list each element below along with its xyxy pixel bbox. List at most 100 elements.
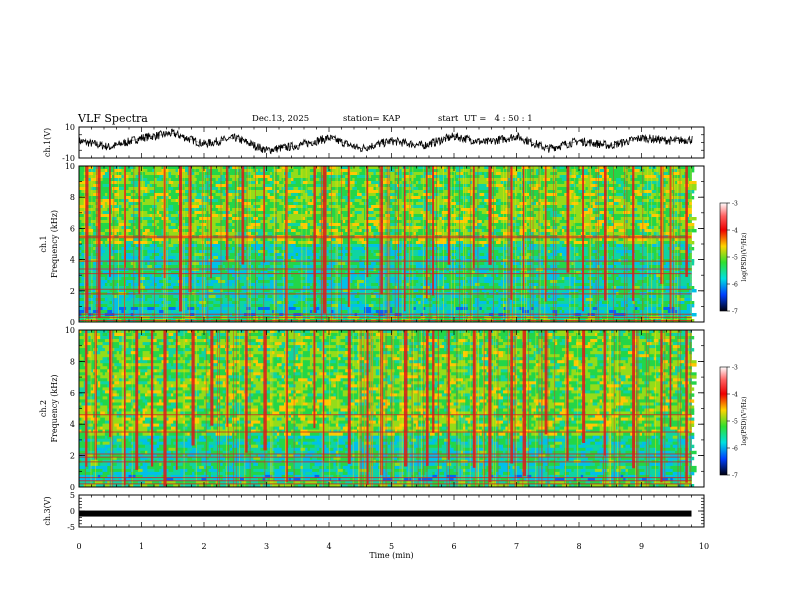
ch1-spec-sferic-19 — [425, 166, 428, 299]
ch2-spec-ytick-3: 6 — [70, 389, 75, 398]
ch2-spec-sferic-31 — [632, 330, 635, 469]
ch1-spec-ytick-4: 8 — [70, 193, 75, 202]
ch3-wave-ytick-1: 0 — [70, 507, 75, 516]
ch1-spec-sferic-13 — [313, 166, 316, 313]
ch3-wave-ytick-0: 5 — [70, 491, 75, 500]
ch2-spec-sferic-8 — [191, 330, 195, 446]
ch1-spec-ylabel-ch: ch.1 — [39, 235, 48, 252]
ch1-spec-sferic-12 — [285, 166, 288, 321]
x-tick-0: 0 — [76, 542, 81, 551]
ch1-spec-sferic-29 — [604, 166, 607, 301]
ch1-spec-colorbar — [719, 202, 728, 312]
ch2-spec-cb-tick-4: -7 — [732, 473, 738, 480]
x-tick-1: 1 — [139, 542, 144, 551]
ch1-spec-ytick-2: 4 — [70, 256, 75, 265]
ch1-spec-cb-tick-2: -5 — [732, 255, 738, 262]
ch2-spec-sferic-26 — [522, 330, 526, 477]
ch2-spec-sferic-25 — [510, 330, 514, 464]
ch2-spec-sferic-24 — [488, 330, 492, 483]
ch2-spec-sferic-14 — [313, 330, 316, 429]
ch2-spec-cb-tick-2: -5 — [732, 419, 738, 426]
x-tick-4: 4 — [326, 542, 331, 551]
ch1-spec-sferic-33 — [685, 166, 688, 277]
ch2-spec-ytick-1: 2 — [70, 452, 75, 461]
ch1-spec-sferic-8 — [210, 166, 212, 279]
ch2-spec-sferic-6 — [163, 330, 167, 487]
ch1-spec-ytick-1: 2 — [70, 287, 75, 296]
ch1-spec-sferic-1 — [97, 166, 101, 319]
ch1-spec-sferic-5 — [163, 166, 166, 279]
ch2-spec-sferic-11 — [244, 330, 248, 453]
ch2-spec-sferic-21 — [432, 330, 435, 433]
ch2-spec-sferic-9 — [210, 330, 214, 426]
ch2-spec-sferic-13 — [285, 330, 288, 482]
ch1-spec-sferic-6 — [179, 166, 183, 312]
ch1-spec-sferic-18 — [404, 166, 406, 312]
ch2-spec-sferic-22 — [447, 330, 450, 460]
ch2-spec-sferic-23 — [472, 330, 477, 468]
ch2-spec-ylabel-ch: ch.2 — [39, 400, 48, 417]
ch2-spec-sferic-0 — [85, 330, 88, 467]
ch1-spec-sferic-22 — [472, 166, 475, 269]
ch1-wave-ytick-1: -10 — [62, 154, 75, 163]
ch1-wave-ylabel: ch.1(V) — [43, 128, 52, 157]
x-tick-6: 6 — [451, 542, 456, 551]
ch1-spec-sferic-21 — [447, 166, 451, 265]
ch2-spec-ytick-4: 8 — [70, 357, 75, 366]
ch2-spec-sferic-34 — [685, 330, 688, 483]
x-axis-label: Time (min) — [369, 551, 413, 560]
ch1-wave-trace — [78, 128, 693, 155]
ch2-spec-cb-tick-0: -3 — [732, 365, 738, 372]
ch1-spec-sferic-16 — [366, 166, 369, 278]
ch2-spec-sferic-30 — [604, 330, 606, 456]
title-vlf: VLF Spectra — [78, 112, 148, 125]
ch1-spec-sferic-9 — [225, 166, 228, 261]
ch2-spec-sferic-32 — [660, 330, 663, 483]
x-tick-9: 9 — [639, 542, 644, 551]
ch1-waveform-panel: 10 -10 ch.1(V) — [43, 123, 705, 163]
ch2-spec-sferic-19 — [404, 330, 408, 467]
ch2-spec-ytick-2: 4 — [70, 420, 75, 429]
ch1-spec-sferic-3 — [124, 166, 126, 268]
ch1-wave-ytick-0: 10 — [65, 123, 75, 132]
ch1-spec-cb-tick-1: -4 — [732, 228, 738, 235]
ch1-spec-sferic-11 — [263, 166, 265, 263]
ch3-wave-ylabel: ch.3(V) — [43, 496, 52, 525]
ch2-spec-colorbar — [719, 366, 728, 476]
x-tick-3: 3 — [264, 542, 269, 551]
x-tick-2: 2 — [201, 542, 206, 551]
ch1-spec-sferic-24 — [510, 166, 513, 300]
ch1-spec-sferic-30 — [632, 166, 634, 301]
ch2-spec-ylabel-freq: Frequency (kHz) — [50, 374, 59, 442]
ch1-spec-sferic-25 — [522, 166, 525, 290]
ch1-spec-sferic-10 — [241, 166, 245, 265]
ch1-spec-ytick-5: 10 — [65, 162, 75, 171]
ch2-spec-sferic-28 — [566, 330, 569, 462]
ch1-spec-cb-tick-3: -6 — [732, 282, 738, 289]
ch3-series-line — [79, 510, 692, 517]
ch2-spec-cb-label: log(PSD)(V²/Hz) — [741, 397, 748, 446]
ch1-spec-sferic-23 — [488, 166, 492, 265]
ch2-spec-ytick-0: 0 — [70, 483, 75, 492]
ch2-spec-sferic-29 — [582, 330, 586, 444]
ch2-spec-sferic-7 — [175, 330, 178, 470]
x-tick-5: 5 — [389, 542, 394, 551]
ch1-spec-sferic-26 — [544, 166, 547, 302]
ch1-spec-ytick-0: 0 — [70, 318, 75, 327]
ch2-spectrogram-panel: 0 2 4 6 8 10 ch.2 Frequency (kHz) -3 -4 -5 -6 -7 log(… — [39, 326, 748, 492]
ch1-spec-cb-tick-0: -3 — [732, 201, 738, 208]
ch2-spec-sferic-27 — [544, 330, 548, 435]
ch3-waveform-panel: 5 0 -5 ch.3(V) 0 1 2 3 4 5 6 7 8 9 10 Time (min) — [43, 491, 709, 560]
ch1-spec-sferic-17 — [380, 166, 383, 295]
ch1-spectrogram-panel: 0 2 4 6 8 10 ch.1 Frequency (kHz) -3 -4 -5 -6 -7 log(… — [39, 162, 748, 327]
ch2-spec-cb-tick-3: -6 — [732, 446, 738, 453]
ch2-spec-cb-tick-1: -4 — [732, 392, 738, 399]
ch2-spec-sferic-33 — [669, 330, 672, 428]
ch1-spec-sferic-28 — [582, 166, 584, 312]
ch1-spec-cb-tick-4: -7 — [732, 309, 738, 316]
ch1-spec-sferic-0 — [85, 166, 88, 314]
x-tick-7: 7 — [514, 542, 519, 551]
ch2-spec-sferic-4 — [135, 330, 139, 470]
ch1-spec-sferic-14 — [322, 166, 327, 314]
